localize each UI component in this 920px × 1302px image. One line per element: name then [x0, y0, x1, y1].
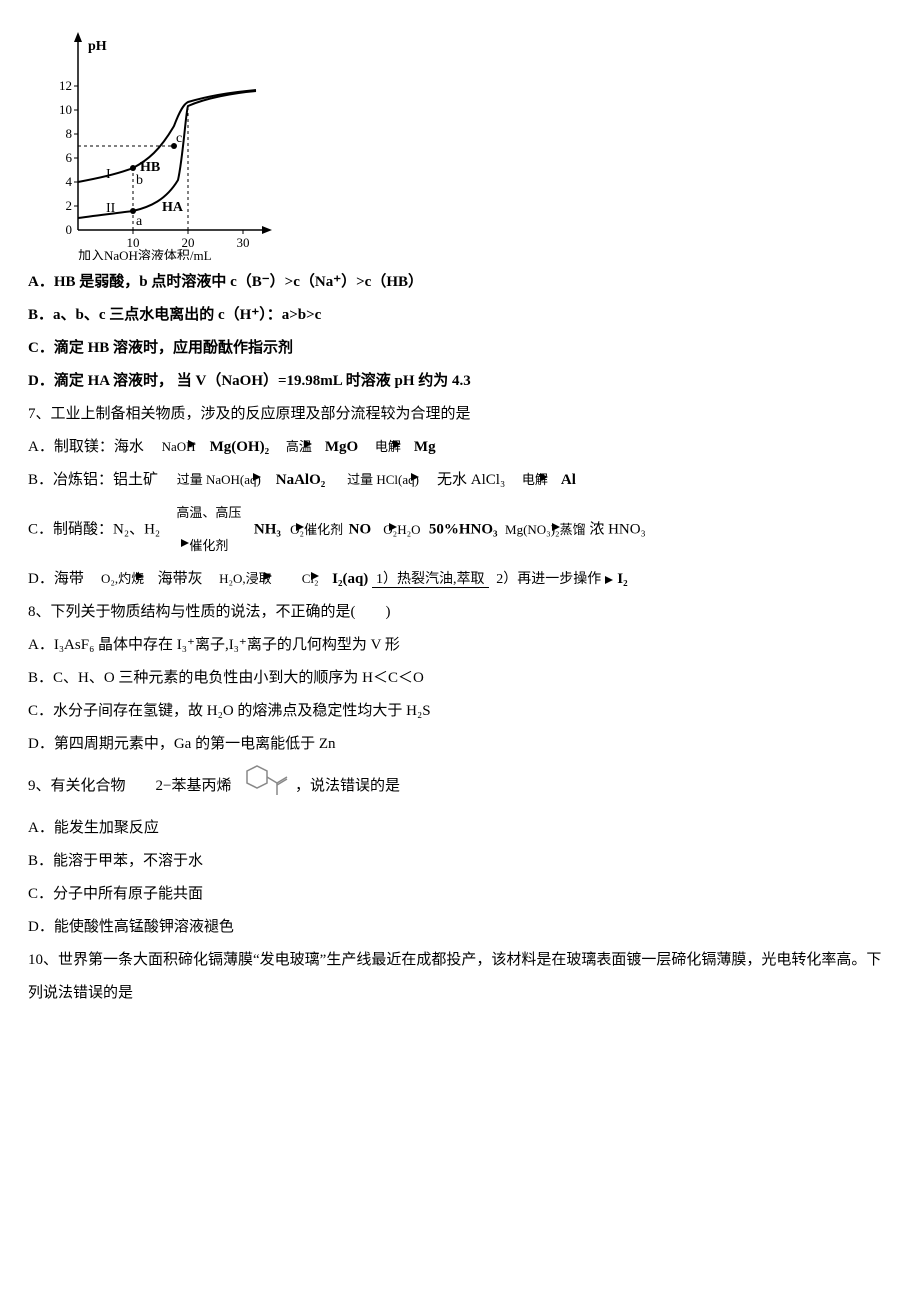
chart-x-label: 加入NaOH溶液体积/mL [78, 248, 212, 260]
step-to: 海带灰 [158, 571, 203, 587]
arrow: 过量 NaOH(aq) [164, 464, 274, 497]
q7-opt-d: D．海带 O₂,灼烧海带灰 H₂O,浸取 Cl₂I₂(aq) 1）热裂汽油,萃取… [28, 563, 892, 596]
step-to: I₂(aq) [332, 571, 368, 587]
svg-text:a: a [136, 214, 143, 229]
q7-opt-a: A．制取镁：海水 NaOHMg(OH)₂ 高温MgO 电解Mg [28, 431, 892, 464]
step-to: NH₃ [254, 522, 281, 538]
q6-opt-a: A．HB 是弱酸，b 点时溶液中 c（B⁻）>c（Na⁺）>c（HB） [28, 266, 892, 299]
arrow: 高温 [275, 431, 323, 464]
arrow: Cl₂ [290, 563, 330, 596]
arrow: Mg(NO₃)₂蒸馏 [503, 514, 587, 547]
q9-opt-a: A．能发生加聚反应 [28, 812, 892, 845]
q7-stem: 7、工业上制备相关物质，涉及的反应原理及部分流程较为合理的是 [28, 398, 892, 431]
arrow: H₂O,浸取 [208, 563, 282, 596]
arrow: 电解 [364, 431, 412, 464]
arrow: O₂催化剂 [287, 514, 347, 547]
step-to: 50%HNO₃ [429, 522, 498, 538]
q7-opt-c: C．制硝酸：N₂、H₂ 高温、高压催化剂NH₃ O₂催化剂NO O₂H₂O50%… [28, 497, 892, 563]
svg-text:c: c [176, 131, 182, 146]
q8-opt-b: B．C、H、O 三种元素的电负性由小到大的顺序为 H＜C＜O [28, 662, 892, 695]
q8-opt-c: C．水分子间存在氢键，故 H₂O 的熔沸点及稳定性均大于 H₂S [28, 695, 892, 728]
arrow: O₂,灼烧 [90, 563, 156, 596]
phenyl-propene-structure-icon [235, 761, 291, 812]
svg-text:HA: HA [162, 200, 184, 215]
q7b-prefix: B．冶炼铝：铝土矿 [28, 472, 158, 488]
q7c-prefix: C．制硝酸：N₂、H₂ [28, 522, 160, 538]
svg-text:6: 6 [66, 150, 73, 165]
arrow: 过量 HCl(aq) [331, 464, 435, 497]
step-to: MgO [325, 439, 358, 455]
svg-text:4: 4 [66, 174, 73, 189]
svg-text:b: b [136, 173, 143, 188]
svg-text:12: 12 [59, 78, 72, 93]
q8-opt-d: D．第四周期元素中，Ga 的第一电离能低于 Zn [28, 728, 892, 761]
arrow: 电解 [511, 464, 559, 497]
arrow: 高温、高压催化剂 [166, 497, 252, 563]
svg-text:0: 0 [66, 222, 73, 237]
q6-opt-b: B．a、b、c 三点水电离出的 c（H⁺）：a>b>c [28, 299, 892, 332]
q9-opt-b: B．能溶于甲苯，不溶于水 [28, 845, 892, 878]
svg-text:2: 2 [66, 198, 73, 213]
svg-text:pH: pH [88, 39, 107, 54]
svg-text:I: I [106, 167, 111, 182]
svg-text:II: II [106, 201, 116, 216]
step-to: Mg(OH)₂ [210, 439, 269, 455]
step-to: 浓 HNO₃ [589, 522, 645, 538]
q9-stem: 9、有关化合物 2−苯基丙烯 ，说法错误的是 [28, 761, 892, 812]
svg-text:10: 10 [59, 102, 72, 117]
q7-opt-b: B．冶炼铝：铝土矿 过量 NaOH(aq)NaAlO₂ 过量 HCl(aq)无水… [28, 464, 892, 497]
arrow-frac: 1）热裂汽油,萃取 2）再进一步操作 [372, 563, 605, 596]
arrow: O₂H₂O [377, 514, 427, 547]
q10-stem: 10、世界第一条大面积碲化镉薄膜“发电玻璃”生产线最近在成都投产，该材料是在玻璃… [28, 944, 892, 1010]
step-to: NaAlO₂ [276, 472, 326, 488]
svg-text:30: 30 [237, 235, 250, 250]
q6-opt-c: C．滴定 HB 溶液时，应用酚酞作指示剂 [28, 332, 892, 365]
step-to: Al [561, 472, 576, 488]
q6-opt-d: D．滴定 HA 溶液时， 当 V（NaOH）=19.98mL 时溶液 pH 约为… [28, 365, 892, 398]
titration-chart: 0 2 4 6 8 10 12 10 20 30 [28, 30, 892, 260]
q9-stem-post: ，说法错误的是 [295, 778, 400, 794]
q9-stem-pre: 9、有关化合物 2−苯基丙烯 [28, 778, 231, 794]
q7a-prefix: A．制取镁：海水 [28, 439, 144, 455]
step-to: 无水 AlCl₃ [437, 472, 505, 488]
q9-opt-d: D．能使酸性高锰酸钾溶液褪色 [28, 911, 892, 944]
q8-opt-a: A．I₃AsF₆ 晶体中存在 I₃⁺离子,I₃⁺离子的几何构型为 V 形 [28, 629, 892, 662]
arrow-head-icon [605, 576, 613, 584]
step-to: NO [349, 522, 372, 538]
step-to: Mg [414, 439, 436, 455]
svg-text:8: 8 [66, 126, 73, 141]
q8-stem: 8、下列关于物质结构与性质的说法，不正确的是( ) [28, 596, 892, 629]
svg-text:HB: HB [140, 160, 160, 175]
arrow: NaOH [150, 431, 208, 464]
step-to: I₂ [617, 571, 627, 587]
q7d-prefix: D．海带 [28, 571, 84, 587]
q9-opt-c: C．分子中所有原子能共面 [28, 878, 892, 911]
